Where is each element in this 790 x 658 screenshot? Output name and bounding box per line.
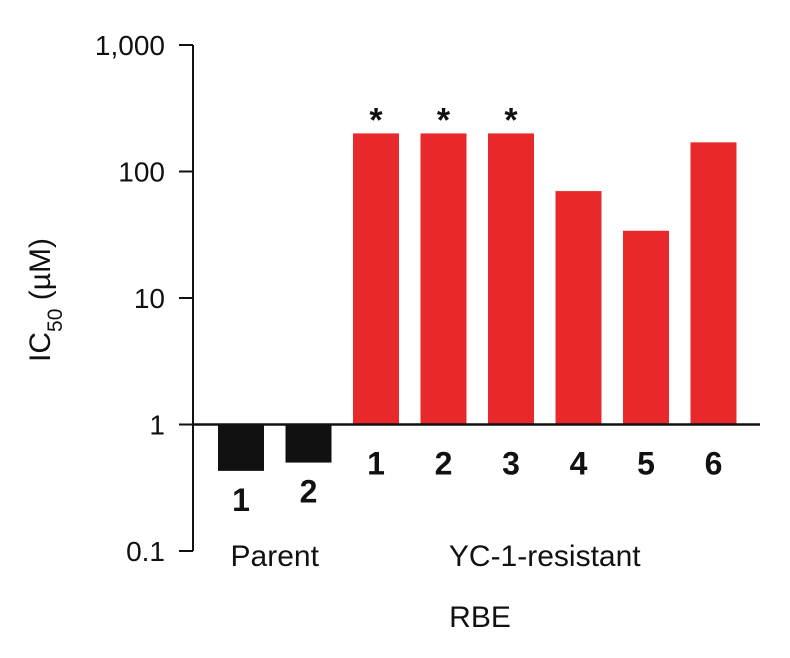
bar-label: 5 [637,446,655,482]
bar-label: 6 [705,446,723,482]
bar-label: 2 [435,446,453,482]
bar [488,133,534,425]
bar-label: 1 [367,446,385,482]
y-tick-label: 10 [134,283,165,314]
y-tick-label: 0.1 [126,536,165,567]
y-axis-title: IC50 (µM) [24,238,67,362]
significance-star: * [437,101,451,139]
y-tick-label: 100 [118,157,165,188]
x-axis-title: RBE [449,601,511,634]
y-tick-label: 1 [149,410,165,441]
bars [218,133,737,471]
bar-label: 4 [570,446,588,482]
bar [285,424,332,463]
bar-label: 2 [300,474,318,510]
bar [555,191,602,425]
bar [420,133,467,425]
bar [623,230,669,425]
group-label: YC-1-resistant [449,540,641,573]
bar [353,133,399,425]
bar-label: 3 [502,446,520,482]
significance-star: * [369,101,383,139]
bar [218,424,264,471]
bar [690,142,737,425]
y-axis: 0.1 1 10 100 1,000 [95,30,194,567]
y-tick-label: 1,000 [95,30,165,61]
significance-star: * [504,101,518,139]
group-label: Parent [231,540,320,573]
bar-labels: 1 2 Parent 1 * 2 * 3 * 4 5 6 YC-1-resistant [231,101,723,573]
bar-label: 1 [232,482,250,518]
